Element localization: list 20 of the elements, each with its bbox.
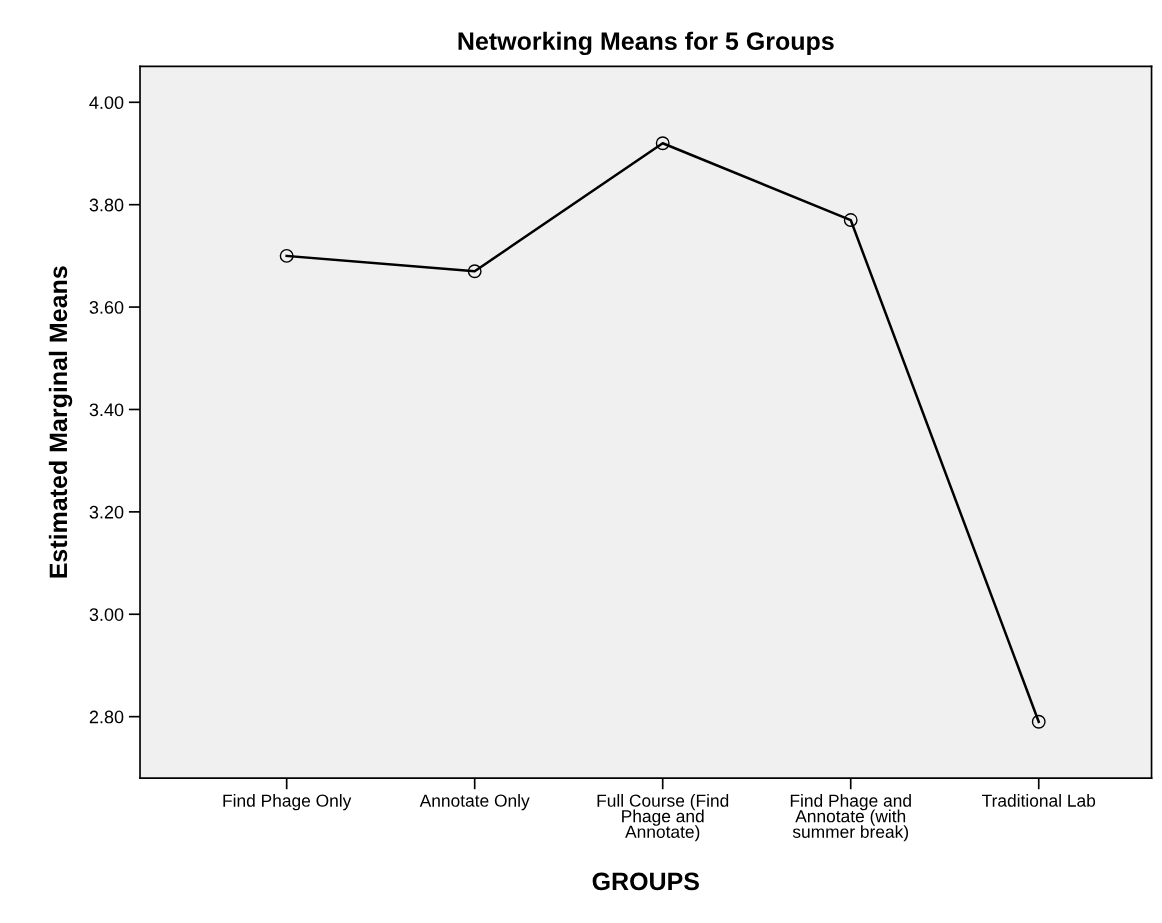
y-tick-label: 3.80 (89, 198, 124, 212)
x-axis-title: GROUPS (592, 872, 699, 891)
y-tick-label: 2.80 (89, 710, 124, 724)
point (279, 248, 294, 263)
point (655, 136, 670, 151)
x-tick-label: Find Phage and Annotate (with summer break) (790, 794, 911, 842)
y-axis-title: Estimated Marginal Means (48, 266, 73, 578)
point (843, 213, 858, 227)
y-tick-label: 4.00 (89, 96, 124, 110)
y-tick-label: 3.00 (89, 608, 124, 621)
x-tick-label: Find Phage Only (223, 794, 352, 811)
x-tick-label: Traditional Lab (982, 794, 1096, 807)
y-tick-label: 3.20 (89, 505, 124, 519)
y-tick-label: 3.60 (89, 301, 124, 314)
point (1031, 714, 1046, 729)
x-tick-label: Annotate Only (419, 794, 530, 811)
y-tick-label: 3.40 (89, 403, 124, 417)
chart-title: Networking Means for 5 Groups (458, 31, 834, 56)
point (467, 264, 482, 279)
x-tick-label: Full Course (Find Phage and Annotate) (597, 794, 729, 842)
